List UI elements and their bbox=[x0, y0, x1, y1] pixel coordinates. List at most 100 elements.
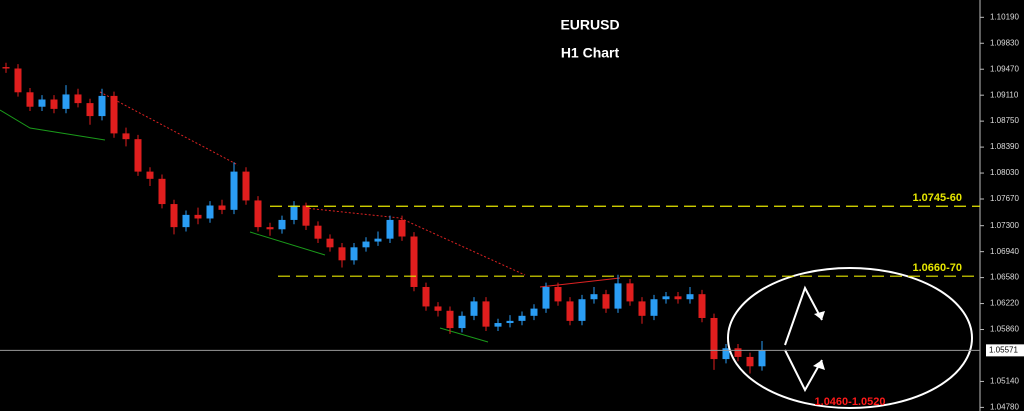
candle-body bbox=[146, 171, 154, 179]
candle-body bbox=[590, 294, 598, 300]
candle-body bbox=[698, 294, 706, 318]
candle-body bbox=[350, 247, 358, 261]
level-label: 1.0745-60 bbox=[912, 192, 962, 204]
y-tick-label: 1.08750 bbox=[990, 116, 1019, 125]
target-label: 1.0460-1.0520 bbox=[815, 396, 886, 408]
candle-body bbox=[626, 283, 634, 302]
candle-body bbox=[410, 236, 418, 287]
candle-body bbox=[446, 310, 454, 329]
plot bbox=[2, 62, 766, 374]
candle-body bbox=[50, 99, 58, 109]
candle-body bbox=[566, 301, 574, 321]
candle-body bbox=[26, 92, 34, 107]
candle-body bbox=[482, 301, 490, 327]
candle-body bbox=[98, 95, 106, 117]
y-tick-label: 1.09110 bbox=[990, 90, 1019, 99]
candle-body bbox=[758, 350, 766, 367]
candle-body bbox=[458, 315, 466, 329]
y-tick-label: 1.08390 bbox=[990, 142, 1019, 151]
candle-body bbox=[710, 317, 718, 360]
y-tick-label: 1.07670 bbox=[990, 194, 1019, 203]
current-price-label: 1.05571 bbox=[989, 345, 1018, 354]
candle-body bbox=[158, 178, 166, 205]
candle-body bbox=[530, 308, 538, 316]
candle-body bbox=[302, 205, 310, 226]
candle-body bbox=[686, 294, 694, 300]
candle-body bbox=[734, 348, 742, 357]
trendline bbox=[249, 231, 326, 256]
y-tick-label: 1.09830 bbox=[990, 38, 1019, 47]
candle-body bbox=[506, 320, 514, 324]
candle-body bbox=[338, 247, 346, 261]
candle-body bbox=[602, 294, 610, 309]
candle-body bbox=[362, 241, 370, 248]
candle-body bbox=[218, 205, 226, 210]
candle-body bbox=[434, 306, 442, 311]
candle-body bbox=[134, 139, 142, 172]
candle-body bbox=[206, 205, 214, 219]
chart-title: EURUSD bbox=[560, 17, 619, 33]
candle-body bbox=[494, 323, 502, 327]
candle-body bbox=[746, 356, 754, 367]
trendline bbox=[0, 109, 106, 141]
current-price-box bbox=[986, 344, 1024, 357]
arrowhead bbox=[814, 311, 825, 320]
candle-body bbox=[314, 225, 322, 239]
candle-body bbox=[170, 204, 178, 228]
candle-body bbox=[242, 171, 250, 201]
arrowhead bbox=[813, 360, 825, 370]
candle-body bbox=[470, 301, 478, 316]
y-tick-label: 1.08030 bbox=[990, 168, 1019, 177]
trendline bbox=[439, 327, 489, 343]
candle-body bbox=[650, 299, 658, 316]
candle-body bbox=[614, 283, 622, 309]
y-tick-label: 1.04780 bbox=[990, 403, 1019, 411]
candle-body bbox=[386, 219, 394, 239]
arrow-up bbox=[784, 285, 823, 346]
candle-body bbox=[230, 171, 238, 210]
level-label: 1.0660-70 bbox=[912, 262, 962, 274]
candle-body bbox=[374, 238, 382, 242]
candle-body bbox=[398, 219, 406, 237]
candle-body bbox=[2, 67, 10, 69]
candle-body bbox=[194, 214, 202, 219]
candle-body bbox=[518, 315, 526, 321]
arrow-down bbox=[784, 349, 823, 393]
candle-body bbox=[278, 219, 286, 230]
candle-body bbox=[86, 103, 94, 117]
candle-body bbox=[554, 286, 562, 302]
y-tick-label: 1.09470 bbox=[990, 64, 1019, 73]
candle-body bbox=[326, 238, 334, 248]
candle-body bbox=[578, 299, 586, 321]
trendlines bbox=[0, 91, 621, 343]
candle-body bbox=[74, 94, 82, 104]
candle-body bbox=[638, 301, 646, 316]
y-tick-label: 1.06220 bbox=[990, 299, 1019, 308]
candle-body bbox=[290, 205, 298, 220]
candle-body bbox=[182, 214, 190, 228]
candle-body bbox=[674, 296, 682, 300]
y-tick-label: 1.05860 bbox=[990, 325, 1019, 334]
y-tick-label: 1.06580 bbox=[990, 273, 1019, 282]
y-tick-label: 1.06940 bbox=[990, 247, 1019, 256]
candle-body bbox=[62, 94, 70, 109]
candle-body bbox=[110, 95, 118, 134]
candle-body bbox=[722, 348, 730, 360]
candle-body bbox=[254, 200, 262, 228]
candle-body bbox=[266, 227, 274, 230]
target-ellipse bbox=[727, 267, 973, 409]
chart-subtitle: H1 Chart bbox=[561, 45, 620, 61]
trendline bbox=[539, 277, 621, 288]
candle-body bbox=[38, 99, 46, 107]
candle-body bbox=[422, 286, 430, 307]
candle-body bbox=[542, 286, 550, 309]
y-tick-label: 1.07300 bbox=[990, 221, 1019, 230]
y-tick-label: 1.05140 bbox=[990, 377, 1019, 386]
candle-body bbox=[14, 68, 22, 93]
candle-body bbox=[662, 296, 670, 300]
candle-body bbox=[122, 133, 130, 140]
y-tick-label: 1.10190 bbox=[990, 12, 1019, 21]
